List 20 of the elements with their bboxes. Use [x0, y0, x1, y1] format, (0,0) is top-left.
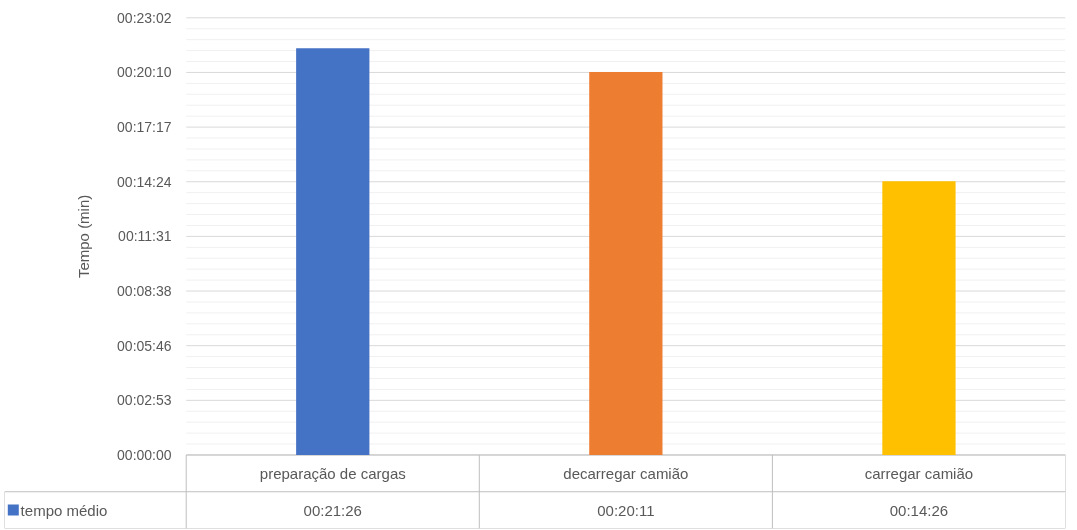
legend-label: tempo médio	[20, 501, 108, 519]
x-tick-label: decarregar camião	[563, 464, 689, 482]
y-tick-label: 00:14:24	[117, 173, 172, 190]
y-tick-label: 00:00:00	[117, 446, 172, 463]
x-tick-label: preparação de cargas	[259, 464, 406, 482]
y-tick-label: 00:11:31	[118, 228, 172, 245]
y-tick-label: 00:17:17	[117, 119, 172, 136]
y-tick-label: 00:05:46	[117, 337, 172, 354]
data-label: 00:21:26	[303, 501, 362, 519]
data-label: 00:14:26	[889, 501, 949, 519]
bar	[296, 48, 370, 455]
y-axis-title: Tempo (min)	[75, 194, 93, 279]
x-tick-label: carregar camião	[864, 464, 974, 482]
y-tick-label: 00:23:02	[117, 9, 172, 26]
bar	[882, 181, 956, 455]
bar	[589, 72, 663, 455]
y-tick-label: 00:08:38	[117, 283, 172, 300]
y-tick-label: 00:20:10	[117, 64, 172, 81]
y-tick-label: 00:02:53	[117, 392, 172, 409]
data-label: 00:20:11	[597, 501, 655, 519]
